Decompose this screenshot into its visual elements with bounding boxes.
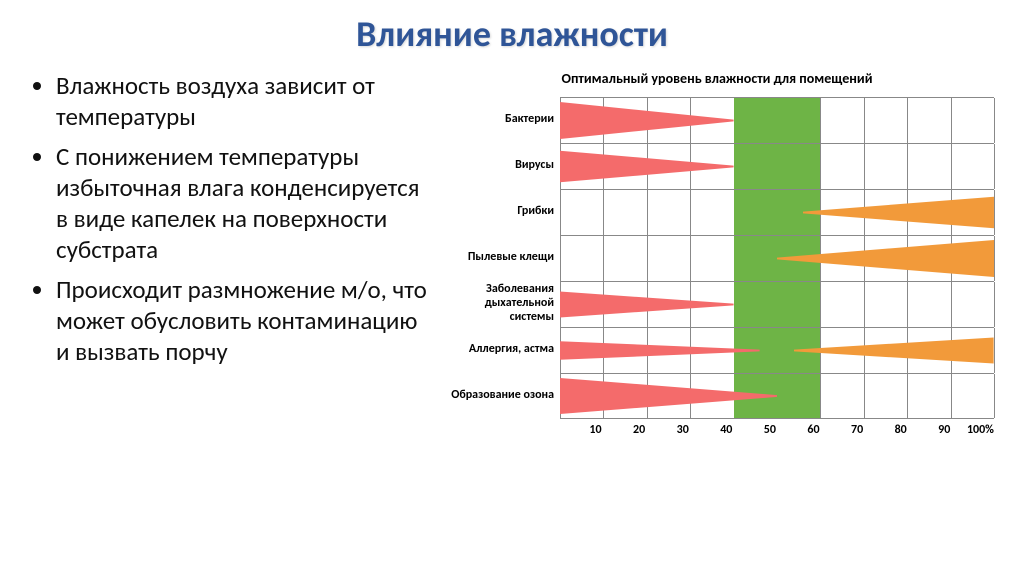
- row-label: Вирусы: [440, 143, 560, 189]
- row-label: Грибки: [440, 189, 560, 235]
- slide-title: Влияние влажности: [30, 12, 994, 56]
- chart-container: Оптимальный уровень влажности для помеще…: [440, 70, 994, 437]
- row-plot: [560, 281, 994, 327]
- bullet-list: Влажность воздуха зависит от температуры…: [30, 70, 430, 375]
- row-label: Бактерии: [440, 97, 560, 143]
- right-wedge: [803, 194, 994, 231]
- chart-rows: БактерииВирусыГрибкиПылевые клещиЗаболев…: [440, 97, 994, 419]
- x-tick: 20: [604, 419, 648, 437]
- row-plot: [560, 97, 994, 143]
- bullet-item: Влажность воздуха зависит от температуры: [56, 70, 430, 133]
- optimal-band: [734, 282, 821, 327]
- x-tick: 10: [560, 419, 604, 437]
- row-plot: [560, 373, 994, 419]
- row-plot: [560, 235, 994, 281]
- row-label: Аллергия, астма: [440, 327, 560, 373]
- row-label: Образование озона: [440, 373, 560, 419]
- optimal-band: [734, 98, 821, 143]
- right-wedge: [777, 240, 994, 277]
- x-axis: 102030405060708090100%: [560, 419, 994, 437]
- chart-row: Грибки: [440, 189, 994, 235]
- x-tick: 60: [778, 419, 822, 437]
- chart-row: Аллергия, астма: [440, 327, 994, 373]
- row-plot: [560, 143, 994, 189]
- bullet-item: С понижением температуры избыточная влаг…: [56, 141, 430, 266]
- left-wedge: [560, 286, 734, 323]
- chart-row: Заболевания дыхательной системы: [440, 281, 994, 327]
- left-wedge: [560, 148, 734, 185]
- right-wedge: [794, 332, 994, 369]
- chart-row: Вирусы: [440, 143, 994, 189]
- x-tick: 50: [734, 419, 778, 437]
- content-row: Влажность воздуха зависит от температуры…: [30, 70, 994, 437]
- x-tick: 80: [865, 419, 909, 437]
- row-plot: [560, 327, 994, 373]
- bullet-item: Происходит размножение м/о, что может об…: [56, 274, 430, 368]
- row-label: Заболевания дыхательной системы: [440, 281, 560, 327]
- x-tick: 100%: [952, 419, 994, 437]
- left-wedge: [560, 378, 777, 414]
- row-plot: [560, 189, 994, 235]
- chart-row: Образование озона: [440, 373, 994, 419]
- x-tick: 30: [647, 419, 691, 437]
- x-tick: 40: [691, 419, 735, 437]
- chart-title: Оптимальный уровень влажности для помеще…: [440, 70, 994, 87]
- row-label: Пылевые клещи: [440, 235, 560, 281]
- chart-row: Бактерии: [440, 97, 994, 143]
- humidity-chart: БактерииВирусыГрибкиПылевые клещиЗаболев…: [440, 97, 994, 437]
- x-tick: 90: [909, 419, 953, 437]
- left-wedge: [560, 332, 760, 369]
- left-wedge: [560, 102, 734, 139]
- x-tick: 70: [822, 419, 866, 437]
- optimal-band: [734, 144, 821, 189]
- chart-row: Пылевые клещи: [440, 235, 994, 281]
